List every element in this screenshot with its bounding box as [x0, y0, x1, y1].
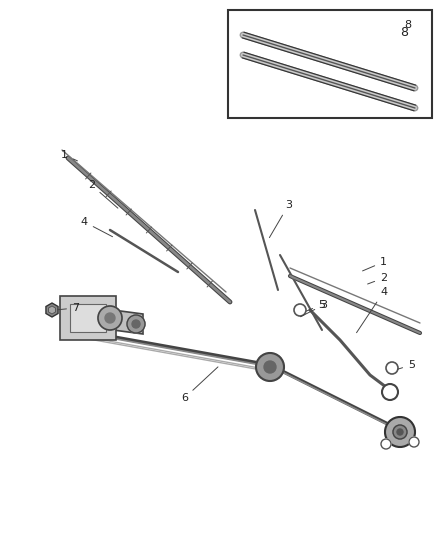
- Circle shape: [98, 306, 122, 330]
- Polygon shape: [46, 303, 58, 317]
- Text: 3: 3: [300, 300, 327, 317]
- Circle shape: [397, 429, 403, 435]
- Circle shape: [385, 417, 415, 447]
- Polygon shape: [98, 308, 143, 334]
- Circle shape: [256, 353, 284, 381]
- Circle shape: [393, 425, 407, 439]
- Text: 4: 4: [357, 287, 387, 333]
- Circle shape: [132, 320, 140, 328]
- Text: 3: 3: [269, 200, 292, 238]
- Circle shape: [294, 304, 306, 316]
- Circle shape: [264, 361, 276, 373]
- Text: 5: 5: [307, 300, 325, 311]
- Text: 5: 5: [398, 360, 415, 370]
- Circle shape: [105, 313, 115, 323]
- Text: 2: 2: [88, 180, 118, 208]
- Text: 1: 1: [61, 150, 78, 161]
- Text: 1: 1: [363, 257, 387, 271]
- Circle shape: [127, 315, 145, 333]
- Text: 4: 4: [81, 217, 113, 237]
- Circle shape: [386, 362, 398, 374]
- Text: 8: 8: [404, 20, 412, 30]
- Circle shape: [381, 439, 391, 449]
- Bar: [228, 10, 432, 118]
- Text: 6: 6: [181, 367, 218, 403]
- Text: 2: 2: [367, 273, 387, 284]
- Circle shape: [409, 437, 419, 447]
- Polygon shape: [49, 306, 56, 314]
- Text: 8: 8: [400, 26, 408, 38]
- Bar: [70, 304, 106, 332]
- Text: 7: 7: [58, 303, 79, 313]
- Circle shape: [382, 384, 398, 400]
- Bar: [60, 296, 116, 340]
